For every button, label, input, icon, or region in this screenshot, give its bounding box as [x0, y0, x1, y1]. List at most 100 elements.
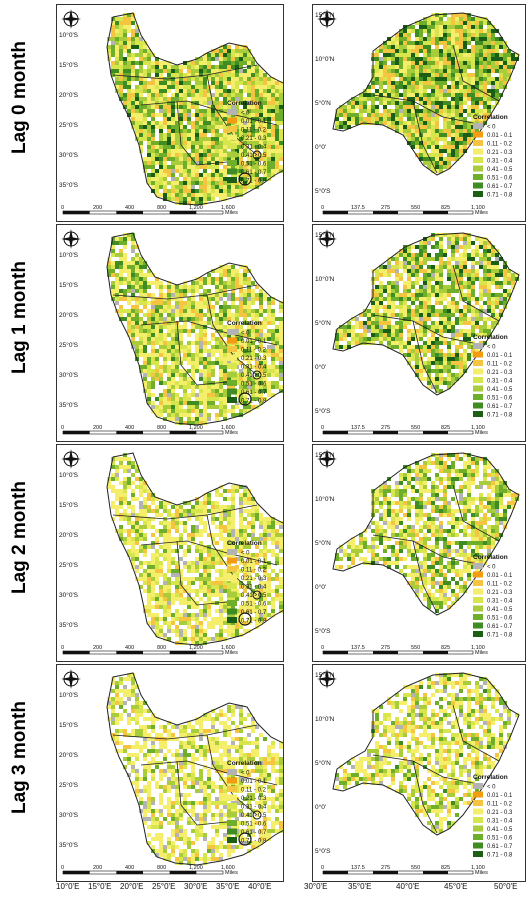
legend-swatch [227, 151, 237, 158]
legend-swatch [473, 622, 483, 629]
lat-label: 25°0'S [59, 561, 79, 569]
scale-label: 1,600 [221, 865, 235, 871]
legend-label: 0.31 - 0.4 [487, 379, 513, 385]
scale-label: 1,200 [189, 205, 203, 211]
scale-label: 200 [93, 205, 102, 211]
scale-label: 200 [93, 865, 102, 871]
map-canvas: 10°0'S 15°0'S 20°0'S 25°0'S 30°0'S 35°0'S Corr… [59, 449, 283, 656]
legend-label: 0.41 - 0.5 [241, 373, 267, 379]
legend-swatch [473, 385, 483, 392]
map-canvas: 10°0'S 15°0'S 20°0'S 25°0'S 30°0'S 35°0'S Corr… [59, 9, 283, 216]
scale-label: 275 [381, 425, 390, 431]
lat-label: 20°0'S [59, 91, 79, 99]
sa-lon-label: 15°0'E [88, 882, 112, 891]
lat-label: 5°0'N [315, 539, 331, 547]
legend-swatch [473, 157, 483, 163]
row-label-lag1: Lag 1 month [9, 261, 30, 374]
lat-label: 35°0'S [59, 841, 79, 849]
legend-label: 0.51 - 0.6 [241, 382, 267, 388]
legend-swatch [227, 794, 237, 801]
legend-swatch [227, 583, 237, 589]
legend-label: 0.51 - 0.6 [241, 602, 267, 608]
legend-label: < 0 [241, 551, 250, 557]
scale-label: 825 [441, 865, 450, 871]
legend-swatch [473, 402, 483, 409]
scale-label: 800 [157, 865, 166, 871]
lat-label: 15°0'S [59, 61, 79, 69]
lat-label: 10°0'S [59, 471, 79, 479]
legend-swatch [227, 820, 237, 826]
legend-swatch [473, 791, 483, 798]
legend-swatch [227, 337, 237, 344]
legend-swatch [227, 371, 237, 378]
legend-swatch [227, 109, 237, 115]
scale-unit: Miles [475, 430, 488, 436]
legend-swatch [227, 828, 237, 835]
scale-label: 1,200 [189, 865, 203, 871]
scale-unit: Miles [225, 870, 238, 876]
legend-swatch [227, 777, 237, 784]
legend-label: 0.51 - 0.6 [487, 616, 513, 622]
scale-label: 137.5 [351, 205, 365, 211]
legend-title: Correlation [227, 100, 262, 107]
legend-swatch [227, 397, 237, 403]
legend-swatch [227, 346, 237, 352]
legend-label: 0.51 - 0.6 [487, 396, 513, 402]
legend-swatch [473, 851, 483, 857]
scale-unit: Miles [225, 430, 238, 436]
legend-label: 0.21 - 0.3 [241, 796, 267, 802]
legend-swatch [227, 117, 237, 124]
legend-label: 0.21 - 0.3 [241, 136, 267, 142]
map-canvas: 15°0'N 10°0'N 5°0'N 0°0' 5°0'S Correlation < 0… [315, 229, 520, 436]
legend-label: 0.31 - 0.4 [241, 145, 267, 151]
scale-label: 137.5 [351, 645, 365, 651]
scale-label: 0 [61, 205, 64, 211]
legend-label: 0.51 - 0.6 [241, 822, 267, 828]
legend-swatch [473, 783, 483, 789]
legend-swatch [473, 834, 483, 840]
lat-label: 10°0'N [315, 275, 335, 283]
legend-title: Correlation [227, 760, 262, 767]
legend-label: 0.51 - 0.6 [487, 836, 513, 842]
legend-label: 0.41 - 0.5 [487, 167, 513, 173]
legend-label: 0.11 - 0.2 [241, 788, 267, 794]
lat-label: 5°0'S [315, 627, 331, 635]
legend-label: 0.71 - 0.8 [487, 413, 513, 419]
map-canvas: 10°0'S 15°0'S 20°0'S 25°0'S 30°0'S 35°0'S Corr… [59, 669, 283, 876]
lat-label: 5°0'S [315, 847, 331, 855]
legend-swatch [473, 394, 483, 400]
legend-swatch [473, 631, 483, 637]
legend-label: 0.41 - 0.5 [487, 387, 513, 393]
legend-swatch [473, 131, 483, 138]
scale-label: 137.5 [351, 425, 365, 431]
lat-label: 30°0'S [59, 371, 79, 379]
legend-label: < 0 [241, 771, 250, 777]
lat-label: 35°0'S [59, 181, 79, 189]
legend-swatch [227, 168, 237, 175]
sa-lon-label: 35°0'E [216, 882, 240, 891]
lat-label: 20°0'S [59, 531, 79, 539]
legend-label: 0.61 - 0.7 [487, 844, 513, 850]
legend-label: 0.11 - 0.2 [487, 142, 513, 148]
lat-label: 0°0' [315, 363, 326, 371]
scale-label: 825 [441, 205, 450, 211]
legend-swatch [473, 148, 483, 155]
map-canvas: 15°0'N 10°0'N 5°0'N 0°0' 5°0'S Correlation < 0… [315, 449, 520, 656]
legend-label: 0.31 - 0.4 [241, 585, 267, 591]
scale-label: 0 [321, 865, 324, 871]
scale-unit: Miles [475, 870, 488, 876]
legend-swatch [473, 588, 483, 595]
southern-africa-map-lag0: 10°0'S 15°0'S 20°0'S 25°0'S 30°0'S 35°0'S Corr… [56, 4, 284, 222]
legend-label: 0.61 - 0.7 [241, 610, 267, 616]
legend-swatch [227, 608, 237, 615]
legend-label: 0.11 - 0.2 [241, 568, 267, 574]
scale-label: 1,600 [221, 425, 235, 431]
scale-unit: Miles [475, 210, 488, 216]
legend-label: 0.11 - 0.2 [487, 362, 513, 368]
legend-label: 0.61 - 0.7 [487, 404, 513, 410]
lat-label: 35°0'S [59, 401, 79, 409]
legend-swatch [473, 571, 483, 578]
legend-swatch [473, 817, 483, 823]
ea-lon-label: 40°0'E [396, 882, 420, 891]
ea-lon-label: 35°0'E [348, 882, 372, 891]
